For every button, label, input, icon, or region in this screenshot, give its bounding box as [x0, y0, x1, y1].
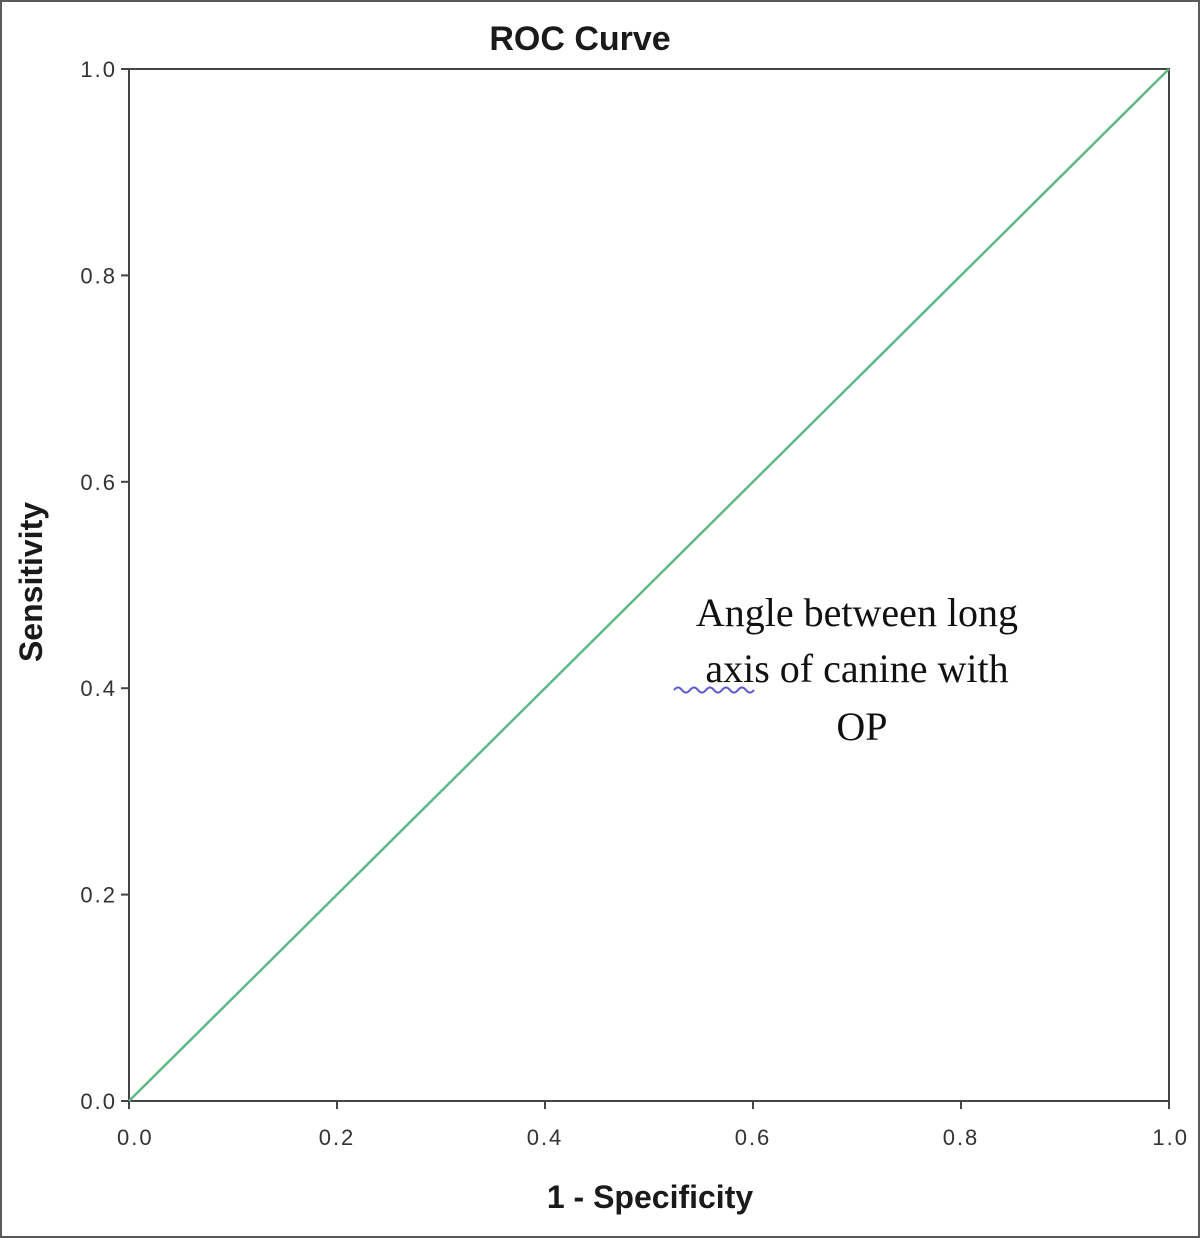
y-tick-label: 0.4 — [80, 676, 117, 701]
annotation-line: OP — [836, 704, 887, 749]
y-tick-label: 1.0 — [80, 57, 117, 82]
y-axis-label: Sensitivity — [13, 502, 49, 662]
y-tick-label: 0.2 — [80, 883, 117, 908]
curve-annotation: Angle between long axis of canine with O… — [696, 590, 1028, 749]
spellcheck-underline — [673, 686, 755, 694]
annotation-line: axis of canine with — [705, 646, 1008, 691]
y-tick-label: 0.8 — [80, 263, 117, 288]
x-tick-label: 0.4 — [527, 1125, 564, 1150]
series-group — [128, 68, 1170, 1102]
chart-title: ROC Curve — [489, 20, 670, 58]
x-tick-label: 0.2 — [319, 1125, 356, 1150]
y-tick-label: 0.6 — [80, 470, 117, 495]
y-tick-label: 0.0 — [80, 1089, 117, 1114]
x-tick-label: 1.0 — [1152, 1125, 1189, 1150]
roc-curve-line — [128, 68, 1170, 1102]
x-tick-label: 0.8 — [943, 1125, 980, 1150]
x-axis-label: 1 - Specificity — [547, 1179, 754, 1215]
ticks-group: 0.0 0.2 0.4 0.6 0.8 1.0 0.0 0.2 0.4 0.6 0.8 1.0 — [80, 57, 1189, 1150]
x-tick-label: 0.6 — [735, 1125, 772, 1150]
annotation-line: Angle between long — [696, 590, 1018, 635]
x-tick-label: 0.0 — [117, 1125, 154, 1150]
